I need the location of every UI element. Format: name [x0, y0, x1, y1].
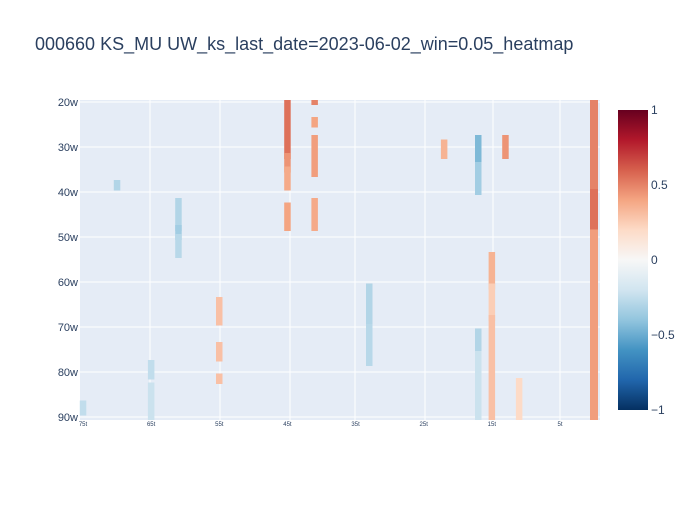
heatmap-cell — [147, 360, 155, 380]
heatmap-cell — [284, 166, 291, 191]
heatmap-cell — [475, 135, 482, 168]
heatmap-cells — [79, 100, 598, 420]
y-tick-label: 30w — [58, 142, 78, 154]
y-tick-label: 90w — [58, 412, 78, 424]
heatmap-cell — [147, 382, 155, 420]
heatmap-cell — [311, 100, 318, 105]
chart-title: 000660 KS_MU UW_ks_last_date=2023-06-02_… — [35, 34, 573, 55]
x-tick-label: 45t — [283, 422, 292, 428]
heatmap-cell — [515, 378, 523, 420]
x-tick-label: 65t — [147, 422, 156, 428]
heatmap-cell — [440, 139, 448, 159]
heatmap-cell — [475, 328, 482, 353]
x-axis-ticks: 75t 65t 55t 45t 35t 25t 15t 5t — [79, 422, 563, 428]
colorbar-tick-label: 0 — [651, 253, 658, 267]
heatmap-cell — [113, 180, 121, 191]
heatmap-cell — [284, 100, 291, 159]
heatmap-cell — [475, 162, 482, 195]
heatmap-cell — [311, 198, 318, 231]
heatmap-cell — [488, 252, 496, 290]
heatmap-cell — [175, 234, 182, 258]
heatmap-cell — [590, 229, 598, 420]
heatmap-cell — [488, 283, 496, 321]
heatmap-cell — [488, 315, 496, 420]
x-tick-label: 15t — [488, 422, 497, 428]
colorbar-tick-label: −1 — [651, 403, 665, 417]
y-tick-label: 80w — [58, 367, 78, 379]
colorbar-tick-label: 0.5 — [651, 178, 668, 192]
y-tick-label: 20w — [58, 97, 78, 109]
x-tick-label: 75t — [79, 422, 88, 428]
heatmap-cell — [475, 351, 482, 402]
plot-background — [80, 100, 600, 420]
x-tick-label: 35t — [351, 422, 360, 428]
heatmap-cell — [284, 202, 291, 231]
heatmap-cell — [79, 400, 87, 416]
heatmap-cell — [366, 283, 373, 330]
heatmap-cell — [216, 342, 223, 362]
y-tick-label: 40w — [58, 187, 78, 199]
heatmap-cell — [216, 373, 223, 384]
x-tick-label: 55t — [215, 422, 224, 428]
y-tick-label: 50w — [58, 232, 78, 244]
heatmap-cell — [175, 198, 182, 231]
heatmap-cell — [366, 324, 373, 366]
y-axis-ticks: 20w 30w 40w 50w 60w 70w 80w 90w — [58, 97, 78, 424]
colorbar-tick-label: 1 — [651, 103, 658, 117]
colorbar-tick-label: −0.5 — [651, 328, 675, 342]
heatmap-cell — [311, 117, 318, 128]
colorbar — [618, 110, 648, 410]
heatmap-cell — [590, 100, 598, 195]
x-tick-label: 5t — [557, 422, 562, 428]
heatmap-cell — [311, 135, 318, 177]
x-tick-label: 25t — [420, 422, 429, 428]
heatmap-cell — [216, 297, 223, 326]
heatmap-cell — [502, 135, 509, 159]
colorbar-ticks: 1 0.5 0 −0.5 −1 — [651, 103, 675, 417]
heatmap-cell — [284, 153, 291, 173]
heatmap-cell — [590, 189, 598, 236]
heatmap-cell — [175, 225, 182, 240]
heatmap-cell — [475, 400, 482, 420]
y-tick-label: 70w — [58, 322, 78, 334]
y-tick-label: 60w — [58, 277, 78, 289]
